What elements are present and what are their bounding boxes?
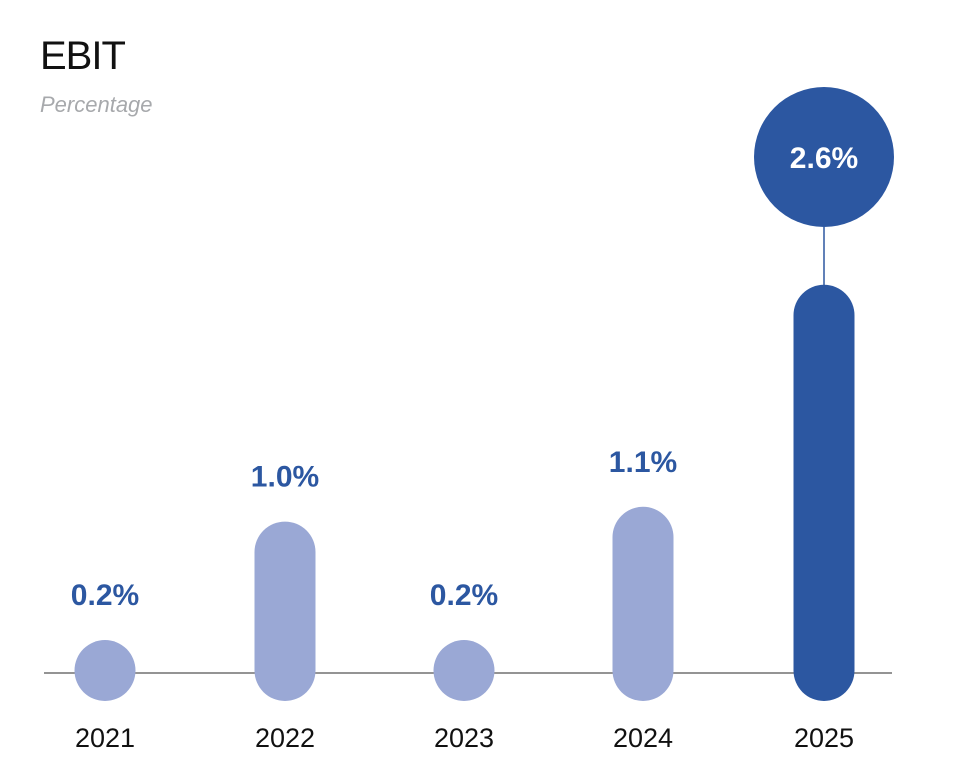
labels-group: 2021 0.2% 2022 1.0% 2023 0.2% 2024 1.1% 2025 2.6%	[71, 87, 894, 753]
tick-label-2025: 2025	[794, 723, 854, 753]
value-label-2023: 0.2%	[430, 579, 498, 612]
value-label-2022: 1.0%	[251, 461, 319, 494]
tick-label-2024: 2024	[613, 723, 673, 753]
value-label-2025: 2.6%	[790, 142, 858, 175]
chart-subtitle: Percentage	[40, 92, 153, 117]
value-label-2021: 0.2%	[71, 579, 139, 612]
value-label-2024: 1.1%	[609, 446, 677, 479]
bars-group	[74, 284, 855, 701]
tick-label-2022: 2022	[255, 723, 315, 753]
bar-2023	[433, 640, 495, 701]
bar-2025	[793, 284, 855, 701]
highlight-bubble	[754, 87, 894, 227]
tick-label-2023: 2023	[434, 723, 494, 753]
tick-label-2021: 2021	[75, 723, 135, 753]
bar-2022	[254, 521, 316, 701]
bar-2024	[612, 506, 674, 701]
chart-title: EBIT	[40, 34, 126, 78]
bar-2021	[74, 640, 136, 701]
